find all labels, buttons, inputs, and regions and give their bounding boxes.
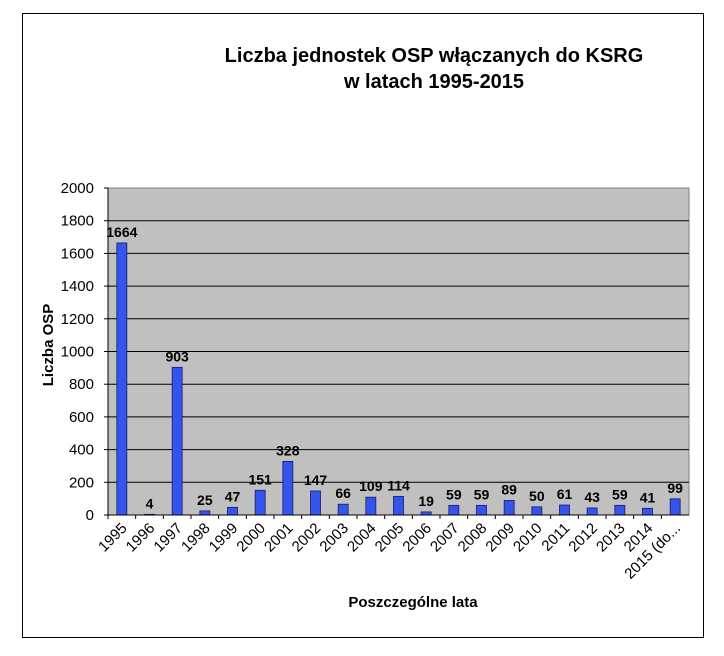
data-label: 59 [612, 486, 628, 502]
bar-2007 [448, 504, 460, 516]
data-label: 61 [557, 486, 573, 502]
x-tick-label: 1999 [206, 520, 242, 556]
y-tick-label: 1400 [61, 278, 94, 295]
bar-2004 [365, 496, 377, 516]
x-tick-label: 1998 [178, 520, 214, 556]
bar-2014 [642, 507, 653, 516]
y-tick-label: 1800 [61, 213, 94, 230]
bar-2010 [531, 506, 543, 516]
data-label: 328 [276, 442, 300, 458]
x-tick-label: 2003 [316, 520, 352, 556]
data-label: 41 [640, 489, 656, 505]
data-label: 147 [304, 472, 328, 488]
y-tick-label: 0 [86, 507, 94, 524]
y-axis-title: Liczba OSP [40, 304, 57, 387]
bar-1999 [227, 506, 238, 516]
data-label: 1664 [106, 224, 137, 240]
data-label: 59 [474, 486, 490, 502]
bar-2009 [503, 500, 515, 516]
data-label: 109 [359, 478, 383, 494]
bar-2011 [559, 504, 570, 516]
bar-2000 [254, 489, 266, 516]
x-tick-label: 2005 [372, 520, 408, 556]
bar-2013 [614, 504, 626, 516]
x-tick-label: 1995 [95, 520, 131, 556]
data-label: 66 [335, 485, 351, 501]
bar-2001 [282, 460, 294, 516]
bar-2012 [586, 507, 598, 516]
x-tick-label: 2002 [289, 520, 325, 556]
y-tick-label: 400 [69, 442, 94, 459]
x-tick-label: 2000 [233, 520, 269, 556]
bar-2002 [310, 490, 321, 516]
data-label: 50 [529, 488, 545, 504]
x-tick-label: 2009 [482, 520, 518, 556]
y-tick-label: 1600 [61, 245, 94, 262]
data-label: 99 [667, 480, 683, 496]
bar-1995 [116, 242, 128, 516]
y-tick-label: 1000 [61, 344, 94, 361]
x-axis-ticks: 1995199619971998199920002001200220032004… [95, 515, 684, 583]
bar-2015 [669, 498, 681, 516]
x-tick-label: 2004 [344, 520, 380, 556]
data-label: 47 [225, 488, 241, 504]
bar-2003 [337, 503, 349, 516]
bar-1997 [171, 366, 183, 516]
x-tick-label: 2006 [399, 520, 435, 556]
y-tick-label: 2000 [61, 180, 94, 197]
chart-subtitle: w latach 1995-2015 [343, 71, 524, 93]
x-tick-label: 2001 [261, 520, 297, 556]
x-tick-label: 1997 [150, 520, 186, 556]
x-tick-label: 2011 [538, 520, 573, 555]
data-label: 43 [584, 489, 600, 505]
y-axis-ticks: 0 200 400 600 800 1000 1200 1400 1600 1800 2000 [61, 180, 108, 524]
x-tick-label: 2008 [455, 520, 491, 556]
y-tick-label: 200 [69, 474, 94, 491]
data-label: 903 [165, 348, 189, 364]
y-tick-label: 600 [69, 409, 94, 426]
y-tick-label: 1200 [61, 311, 94, 328]
data-label: 25 [197, 492, 213, 508]
x-tick-label: 1996 [123, 520, 159, 556]
x-axis-title: Poszczególne lata [348, 594, 478, 611]
gridlines [108, 220, 689, 483]
y-tick-label: 800 [69, 376, 94, 393]
chart-title: Liczba jednostek OSP włączanych do KSRG [225, 45, 644, 67]
data-label: 59 [446, 486, 462, 502]
data-label: 114 [387, 477, 410, 493]
bar-1998 [199, 510, 211, 516]
x-tick-label: 2007 [427, 520, 463, 556]
x-tick-label: 2012 [565, 520, 601, 556]
bar-2005 [393, 495, 404, 516]
data-label: 151 [248, 471, 272, 487]
data-label: 4 [146, 495, 154, 511]
bar-2008 [476, 504, 487, 516]
data-label: 89 [501, 481, 517, 497]
x-tick-label: 2010 [510, 520, 546, 556]
x-tick-label: 2013 [593, 520, 629, 556]
data-label: 19 [418, 493, 434, 509]
